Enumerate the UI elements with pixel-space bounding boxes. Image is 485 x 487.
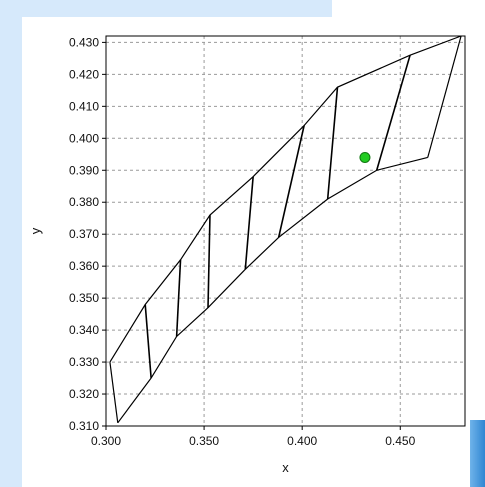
y-tick-label-2: 0.330 (69, 355, 99, 369)
background-corner-accent (470, 420, 485, 487)
bin-outline (109, 35, 462, 424)
bin-divider-2 (207, 214, 211, 308)
y-tick-label-1: 0.320 (69, 387, 99, 401)
bin-divider-1 (175, 259, 182, 337)
outline-right-edge (427, 35, 462, 158)
background-band-top (0, 0, 332, 17)
y-tick-label-10: 0.410 (69, 99, 99, 113)
x-tick-label-3: 0.450 (385, 434, 415, 448)
plot-frame (105, 35, 466, 427)
y-tick-label-5: 0.360 (69, 259, 99, 273)
data-point (359, 151, 371, 163)
y-tick-label-6: 0.370 (69, 227, 99, 241)
bin-divider-6 (375, 54, 411, 171)
outline-upper-curve (109, 35, 462, 363)
bin-divider-3 (244, 176, 254, 270)
y-tick-label-9: 0.400 (69, 131, 99, 145)
y-tick-label-12: 0.430 (69, 35, 99, 49)
x-axis-ticks: 0.300 0.350 0.400 0.450 (91, 426, 416, 448)
outline-lower-curve (117, 156, 428, 424)
x-tick-label-0: 0.300 (91, 434, 121, 448)
x-tick-label-1: 0.350 (189, 434, 219, 448)
outline-left-edge (109, 361, 119, 423)
x-tick-label-2: 0.400 (287, 434, 317, 448)
data-points (359, 151, 371, 163)
bin-divider-5 (326, 87, 339, 200)
y-tick-label-4: 0.350 (69, 291, 99, 305)
x-axis-title: x (282, 460, 289, 475)
y-tick-label-0: 0.310 (69, 419, 99, 433)
background-band-left (0, 0, 22, 487)
y-axis-title: y (28, 227, 43, 234)
y-tick-label-8: 0.390 (69, 163, 99, 177)
y-axis-ticks: 0.310 0.320 0.330 0.340 0.350 0.360 0.370 0.380… (69, 35, 106, 433)
grid-lines (105, 36, 465, 427)
y-tick-label-7: 0.380 (69, 195, 99, 209)
bin-divider-4 (277, 125, 305, 238)
y-tick-label-3: 0.340 (69, 323, 99, 337)
bin-divider-0 (144, 304, 152, 379)
bin-dividers (144, 54, 411, 379)
y-tick-label-11: 0.420 (69, 67, 99, 81)
